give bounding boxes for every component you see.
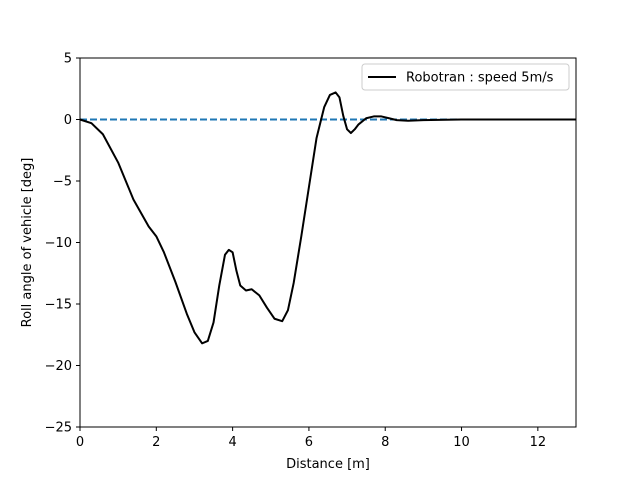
y-tick-label: 5 [64, 52, 72, 67]
y-tick-label: −10 [45, 236, 72, 251]
y-axis-label: Roll angle of vehicle [deg] [20, 158, 35, 328]
series-layer [79, 91, 576, 345]
y-tick-label: −5 [53, 175, 72, 190]
x-tick-label: 0 [76, 435, 84, 450]
x-axis-label: Distance [m] [286, 457, 370, 472]
y-axis: 5 0 −5 −10 −15 −20 −25 [45, 52, 80, 436]
x-tick-label: 2 [152, 435, 160, 450]
x-tick-label: 8 [381, 435, 389, 450]
series-line [79, 91, 576, 345]
y-tick-label: 0 [64, 113, 72, 128]
x-tick-label: 4 [228, 435, 236, 450]
x-axis: 0 2 4 6 8 10 12 [76, 427, 546, 450]
plot-background [80, 58, 576, 427]
legend-box [361, 63, 570, 91]
x-tick-label: 12 [530, 435, 547, 450]
x-tick-label: 10 [453, 435, 470, 450]
legend: Robotran : speed 5m/s [361, 63, 570, 91]
x-tick-label: 6 [305, 435, 313, 450]
legend-label: Robotran : speed 5m/s [406, 71, 554, 86]
y-tick-label: −20 [45, 359, 72, 374]
y-tick-label: −25 [45, 421, 72, 436]
y-tick-label: −15 [45, 298, 72, 313]
